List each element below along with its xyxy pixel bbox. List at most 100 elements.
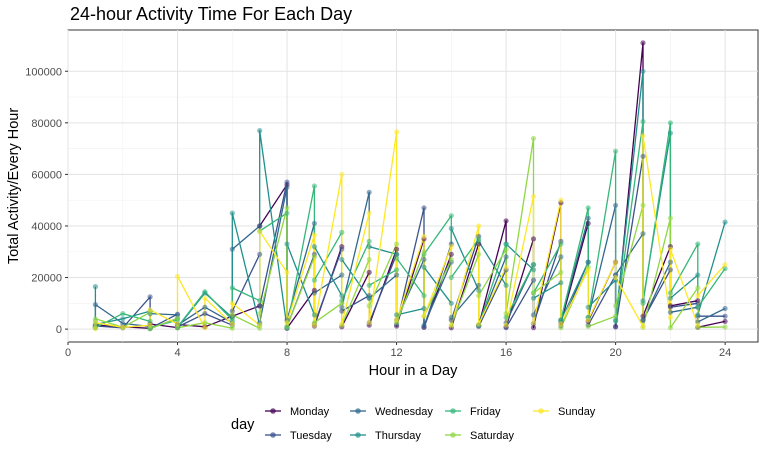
x-tick-label: 12 [390,347,402,359]
data-point-tuesday [202,311,208,317]
data-point-friday [421,293,427,299]
data-point-sunday [640,133,646,139]
data-point-tuesday [229,308,235,314]
data-point-friday [448,274,454,281]
data-point-sunday [92,326,98,332]
data-point-sunday [394,129,400,135]
data-point-wednesday [585,215,591,221]
data-point-saturday [613,313,619,319]
legend-item-sunday: Sunday [533,406,596,418]
data-point-saturday [640,202,646,208]
data-point-friday [311,277,317,283]
data-point-thursday [695,312,701,318]
data-point-wednesday [421,322,427,328]
data-point-friday [284,210,290,216]
data-point-wednesday [257,223,263,229]
data-point-thursday [585,259,591,265]
data-point-saturday [476,251,482,257]
data-point-sunday [558,197,564,203]
data-point-saturday [421,249,427,255]
data-point-saturday [311,254,317,260]
data-point-saturday [174,315,181,321]
data-point-saturday [476,293,482,299]
data-point-tuesday [421,205,427,211]
data-point-saturday [667,325,674,331]
data-point-monday [394,246,400,252]
data-point-wednesday [339,272,345,278]
data-point-thursday [257,128,263,134]
legend-label: Wednesday [375,406,433,418]
data-point-sunday [202,295,208,301]
data-point-friday [585,205,591,211]
data-point-thursday [695,272,701,278]
legend-key-point [450,432,456,438]
data-point-wednesday [667,309,674,315]
data-point-sunday [257,228,263,234]
data-point-sunday [476,223,482,229]
x-tick-label: 20 [609,347,621,359]
data-point-friday [558,317,564,323]
data-point-thursday [530,295,537,301]
series-layer [92,40,728,332]
data-point-friday [476,236,482,242]
legend-label: Saturday [470,430,515,442]
data-point-thursday [394,251,400,257]
data-point-sunday [339,171,345,177]
data-point-saturday [284,324,290,330]
data-point-sunday [229,321,235,327]
data-point-sunday [284,320,290,326]
data-point-sunday [202,325,208,331]
data-point-thursday [120,316,126,322]
data-point-sunday [530,193,537,199]
data-point-friday [448,213,454,219]
legend-item-saturday: Saturday [445,430,515,442]
data-point-monday [640,40,646,46]
data-point-tuesday [284,179,290,185]
data-point-friday [202,289,208,295]
data-point-wednesday [120,320,126,326]
data-point-monday [503,218,509,224]
data-point-sunday [284,269,290,275]
data-point-friday [503,241,509,247]
data-point-thursday [640,68,646,74]
data-point-friday [366,238,372,244]
data-point-sunday [503,322,509,328]
data-point-thursday [585,304,591,310]
data-point-thursday [394,312,400,318]
data-point-sunday [585,317,591,323]
data-point-tuesday [722,313,728,319]
data-point-tuesday [257,251,263,257]
x-tick-label: 4 [174,347,180,359]
data-point-monday [640,313,646,319]
data-point-wednesday [640,317,646,323]
x-tick-label: 24 [719,347,731,359]
data-point-saturday [284,205,290,211]
data-point-sunday [695,322,701,328]
data-point-friday [530,262,537,268]
legend-title: day [231,417,255,433]
legend-item-tuesday: Tuesday [265,430,332,442]
y-tick-label: 60000 [31,169,62,181]
data-point-wednesday [311,290,317,296]
data-point-wednesday [92,302,98,308]
data-point-saturday [448,256,454,263]
data-point-wednesday [613,202,619,208]
data-point-sunday [257,322,263,328]
data-point-saturday [503,311,509,317]
data-point-thursday [558,280,564,286]
data-point-friday [394,267,400,273]
data-point-thursday [421,305,427,312]
y-axis-label: Total Activity/Every Hour [6,108,22,264]
data-point-sunday [229,300,235,306]
data-point-thursday [366,295,372,301]
legend-key-point [450,408,456,414]
data-point-saturday [722,324,728,330]
data-point-saturday [339,300,345,306]
data-point-sunday [147,322,153,328]
data-point-tuesday [339,308,345,314]
data-point-sunday [174,273,181,279]
data-point-thursday [284,241,290,247]
data-point-tuesday [147,294,153,300]
data-point-wednesday [667,259,674,265]
